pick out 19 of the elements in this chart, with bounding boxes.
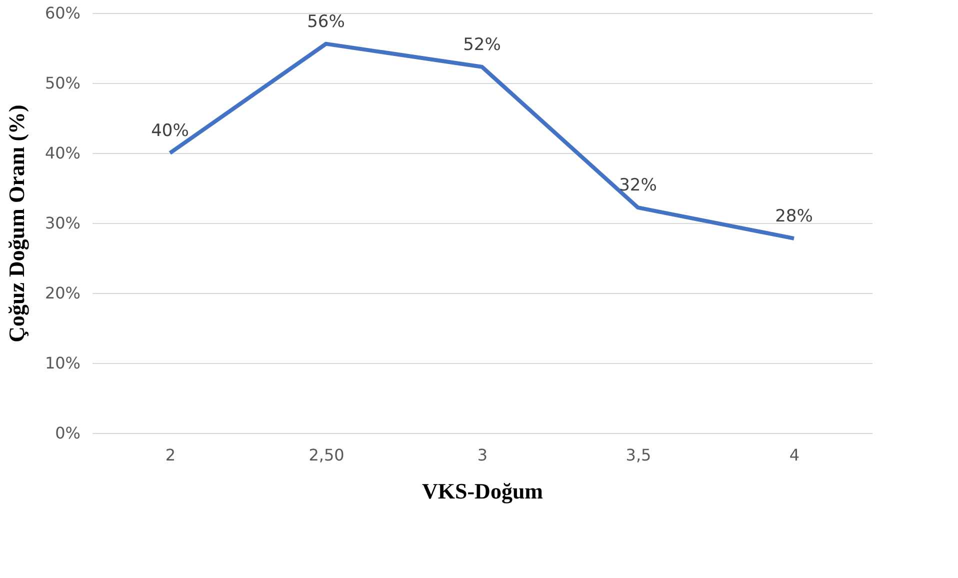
data-label: 32% — [619, 176, 657, 196]
x-tick-label: 4 — [789, 446, 800, 464]
y-tick-label: 60% — [44, 4, 80, 22]
x-tick-label: 2 — [165, 446, 176, 464]
y-tick-label: 0% — [55, 424, 80, 442]
y-tick-label: 40% — [44, 144, 80, 162]
y-axis-title: Çoğuz Doğum Oranı (%) — [4, 104, 29, 342]
data-label: 40% — [151, 121, 189, 141]
x-axis-title: VKS-Doğum — [422, 478, 544, 504]
x-tick-label: 3,5 — [626, 446, 652, 464]
x-tick-label: 2,50 — [308, 446, 344, 464]
data-label: 56% — [307, 12, 345, 32]
x-tick-label: 3 — [477, 446, 488, 464]
data-label: 52% — [463, 34, 501, 55]
data-label: 28% — [775, 206, 813, 226]
y-tick-label: 20% — [44, 284, 80, 302]
y-tick-label: 30% — [44, 214, 80, 232]
y-tick-label: 50% — [44, 74, 80, 92]
y-tick-label: 10% — [44, 354, 80, 372]
